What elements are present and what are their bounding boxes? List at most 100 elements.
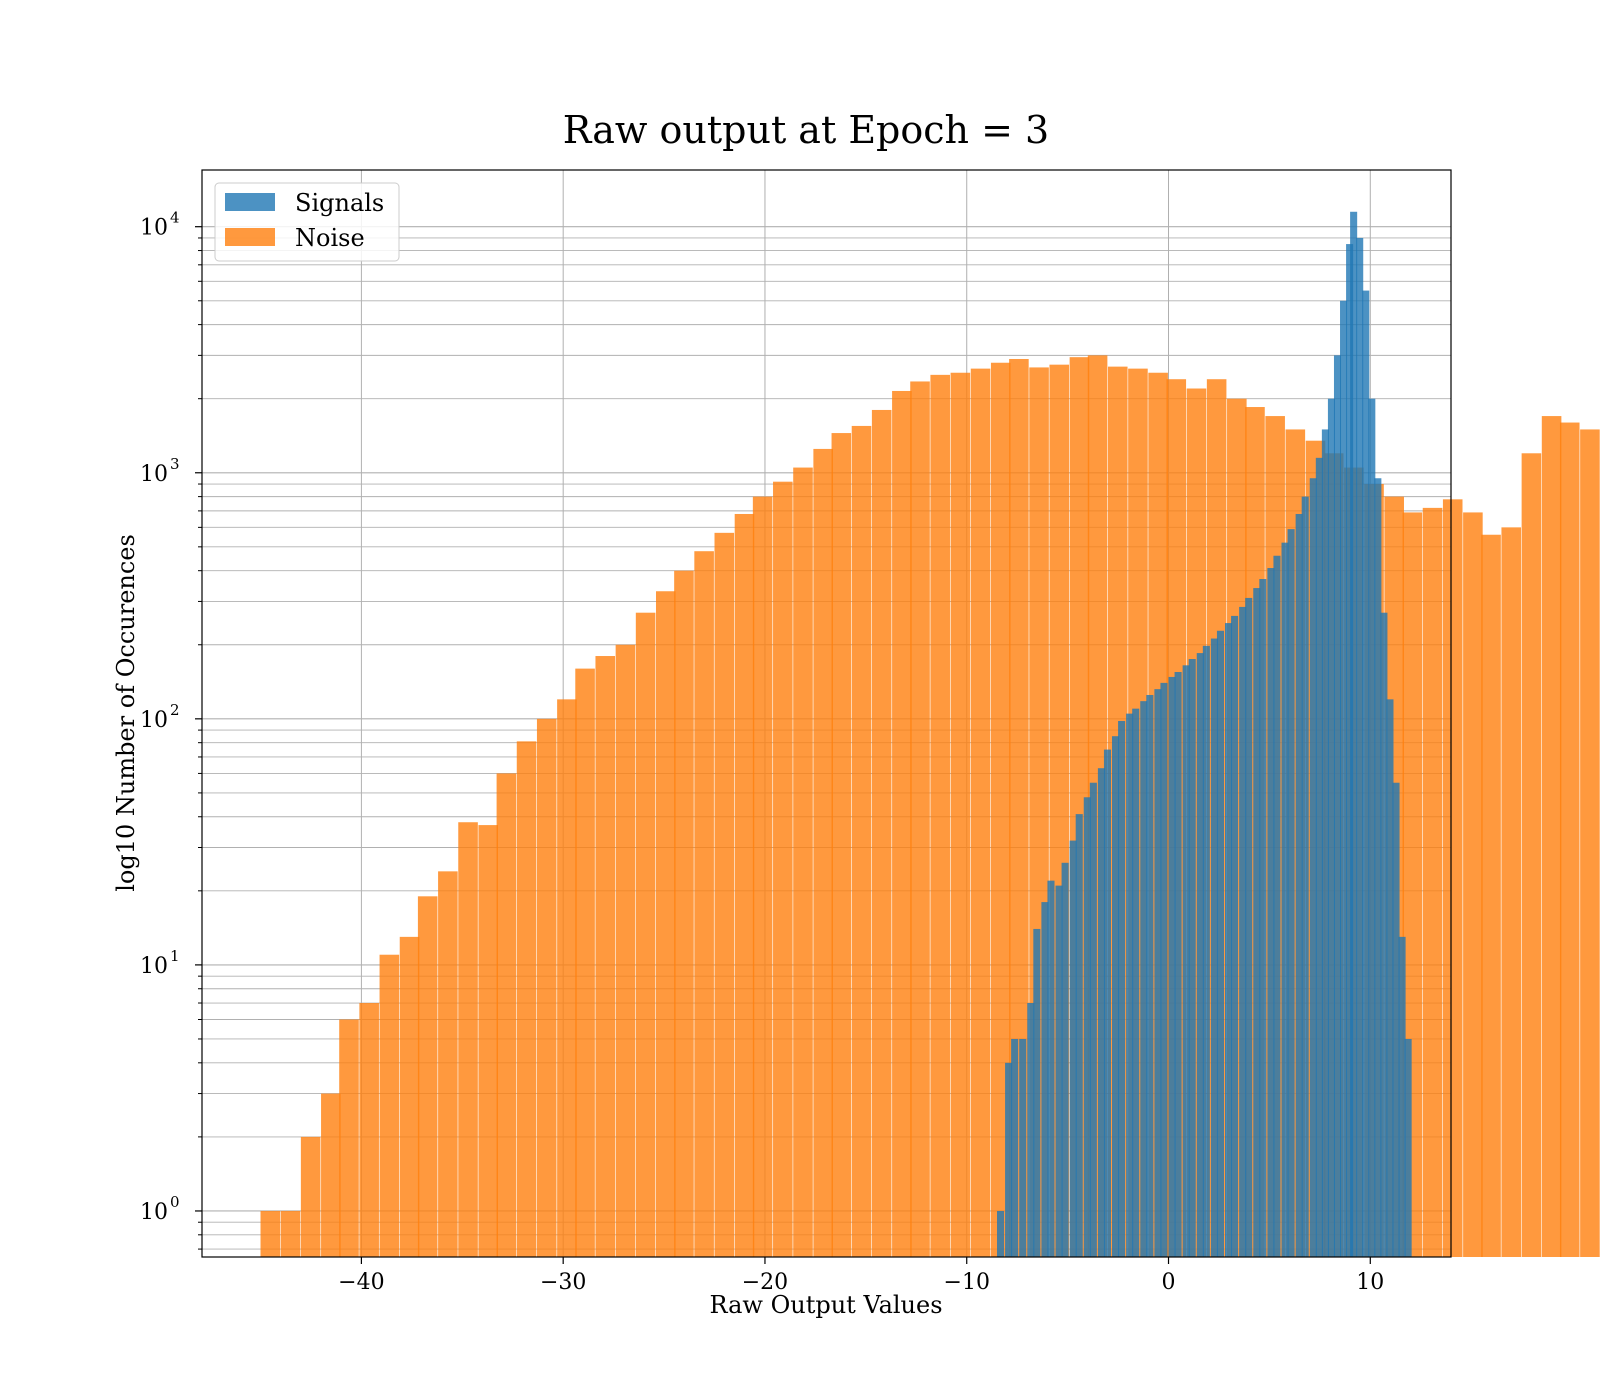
- signal-bar: [1362, 290, 1370, 1257]
- signal-bar: [1210, 638, 1218, 1257]
- noise-bar: [300, 1136, 321, 1257]
- signal-bar: [1231, 615, 1239, 1257]
- signal-bar: [1216, 630, 1225, 1257]
- x-axis-ticks: −40 −30 −20 −10 0 10: [338, 1257, 1384, 1295]
- noise-bar: [359, 1003, 379, 1257]
- signal-bar: [1196, 653, 1204, 1257]
- signal-bar: [1154, 689, 1162, 1257]
- signal-bar: [1239, 606, 1247, 1257]
- y-tick-exponent: 4: [170, 209, 180, 227]
- y-tick-label: 10: [140, 1200, 168, 1225]
- noise-bar: [851, 425, 872, 1257]
- signal-bar: [1273, 555, 1281, 1257]
- noise-bar: [734, 513, 755, 1257]
- signal-bar: [1404, 1038, 1412, 1257]
- signal-bar: [1047, 880, 1055, 1257]
- signal-bar: [1386, 699, 1394, 1257]
- noise-bar: [910, 381, 930, 1257]
- noise-bar: [752, 496, 773, 1257]
- signal-bar: [1340, 300, 1348, 1257]
- signal-bar: [1005, 1062, 1013, 1257]
- signal-bar: [1327, 398, 1335, 1258]
- signal-bar: [1188, 659, 1196, 1257]
- noise-bar: [970, 368, 991, 1257]
- signal-bar: [1321, 429, 1329, 1257]
- signal-bar: [1398, 936, 1406, 1257]
- y-tick-label: 10: [140, 216, 168, 241]
- signal-bar: [1350, 211, 1358, 1257]
- x-tick-label: 0: [1162, 1270, 1176, 1295]
- noise-bar: [438, 871, 458, 1257]
- noise-bar: [655, 591, 676, 1257]
- plot-frame: [201, 169, 1452, 1258]
- signal-bar: [1301, 496, 1309, 1257]
- signal-bar: [1281, 542, 1289, 1257]
- noise-bar: [871, 409, 892, 1258]
- legend-label-noise: Noise: [295, 224, 365, 252]
- noise-bar: [1442, 499, 1463, 1257]
- signal-bar: [1267, 568, 1275, 1257]
- signal-bar: [1140, 701, 1148, 1257]
- signal-bars: [997, 211, 1412, 1258]
- noise-bar: [458, 822, 478, 1257]
- signal-bar: [1368, 398, 1376, 1258]
- noise-bar: [339, 1019, 359, 1257]
- noise-bar: [1559, 422, 1580, 1257]
- signal-bar: [1011, 1038, 1019, 1257]
- signal-bar: [1112, 736, 1120, 1257]
- noise-bar: [831, 433, 852, 1257]
- legend-label-signals: Signals: [295, 189, 384, 217]
- signal-bar: [1245, 597, 1253, 1257]
- signal-bar: [1041, 902, 1049, 1257]
- noise-bar: [1541, 416, 1562, 1257]
- noise-bar: [575, 668, 595, 1257]
- signal-bar: [1097, 768, 1105, 1257]
- signal-bar: [1118, 720, 1126, 1257]
- noise-bar: [496, 773, 517, 1257]
- signal-bar: [1259, 579, 1267, 1257]
- signal-bar: [1061, 862, 1069, 1257]
- signal-bar: [1295, 513, 1303, 1257]
- signal-bar: [1103, 749, 1112, 1257]
- signal-bar: [1253, 588, 1261, 1257]
- noise-bar: [1422, 507, 1443, 1257]
- chart-title: Raw output at Epoch = 3: [563, 108, 1049, 152]
- y-tick-exponent: 1: [170, 947, 180, 965]
- noise-bar: [714, 532, 735, 1257]
- noise-bar: [1521, 453, 1542, 1257]
- signal-bar: [1333, 355, 1342, 1257]
- noise-bar: [990, 362, 1011, 1257]
- noise-bar: [813, 448, 833, 1257]
- noise-bar: [1481, 534, 1501, 1257]
- signal-bar: [1392, 782, 1400, 1257]
- noise-bar: [892, 390, 912, 1257]
- y-tick-exponent: 2: [170, 701, 180, 719]
- noise-bar: [260, 1210, 281, 1257]
- y-tick-label: 10: [140, 462, 168, 487]
- noise-bar: [930, 374, 950, 1257]
- legend-swatch-signals: [225, 193, 275, 211]
- x-tick-label: −10: [944, 1270, 990, 1295]
- signal-bar: [1174, 672, 1182, 1257]
- noise-bar: [1463, 512, 1483, 1257]
- noise-bar: [478, 825, 499, 1257]
- signal-bar: [1075, 814, 1083, 1257]
- noise-bar: [793, 467, 813, 1257]
- y-axis-label: log10 Number of Occurences: [112, 534, 140, 892]
- noise-bar: [417, 896, 438, 1257]
- noise-bar: [595, 656, 616, 1257]
- signal-bar: [1380, 612, 1388, 1257]
- noise-bar: [1501, 527, 1522, 1257]
- noise-bar: [321, 1093, 341, 1257]
- signal-bar: [1315, 457, 1323, 1257]
- x-axis-label: Raw Output Values: [709, 1291, 942, 1319]
- legend-swatch-noise: [225, 228, 275, 246]
- noise-bar: [536, 718, 557, 1257]
- signal-bar: [1055, 885, 1063, 1257]
- signal-bar: [1019, 1038, 1027, 1257]
- signal-bar: [1309, 478, 1317, 1258]
- noise-bar: [674, 570, 694, 1257]
